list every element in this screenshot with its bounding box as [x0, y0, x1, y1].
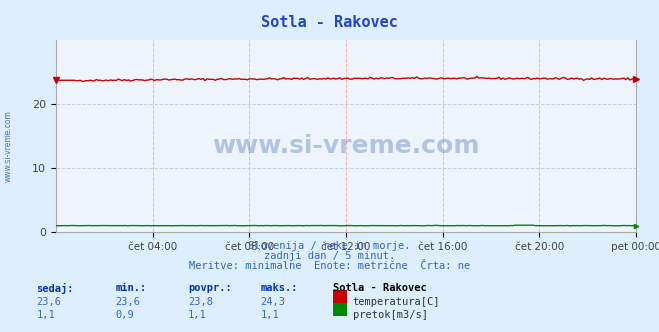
- Text: 1,1: 1,1: [36, 310, 55, 320]
- Text: Meritve: minimalne  Enote: metrične  Črta: ne: Meritve: minimalne Enote: metrične Črta:…: [189, 261, 470, 271]
- Text: 23,8: 23,8: [188, 297, 213, 307]
- Text: povpr.:: povpr.:: [188, 283, 231, 293]
- Text: 1,1: 1,1: [260, 310, 279, 320]
- Text: www.si-vreme.com: www.si-vreme.com: [212, 134, 480, 158]
- Text: 1,1: 1,1: [188, 310, 206, 320]
- Bar: [333, 290, 347, 303]
- Text: 0,9: 0,9: [115, 310, 134, 320]
- Text: zadnji dan / 5 minut.: zadnji dan / 5 minut.: [264, 251, 395, 261]
- Text: sedaj:: sedaj:: [36, 283, 74, 294]
- Text: 23,6: 23,6: [36, 297, 61, 307]
- Text: min.:: min.:: [115, 283, 146, 293]
- Text: maks.:: maks.:: [260, 283, 298, 293]
- Text: www.si-vreme.com: www.si-vreme.com: [3, 110, 13, 182]
- Text: Sotla - Rakovec: Sotla - Rakovec: [333, 283, 426, 293]
- Text: pretok[m3/s]: pretok[m3/s]: [353, 310, 428, 320]
- Text: 24,3: 24,3: [260, 297, 285, 307]
- Text: 23,6: 23,6: [115, 297, 140, 307]
- Bar: [333, 303, 347, 316]
- Text: Slovenija / reke in morje.: Slovenija / reke in morje.: [248, 241, 411, 251]
- Text: temperatura[C]: temperatura[C]: [353, 297, 440, 307]
- Text: Sotla - Rakovec: Sotla - Rakovec: [261, 15, 398, 30]
